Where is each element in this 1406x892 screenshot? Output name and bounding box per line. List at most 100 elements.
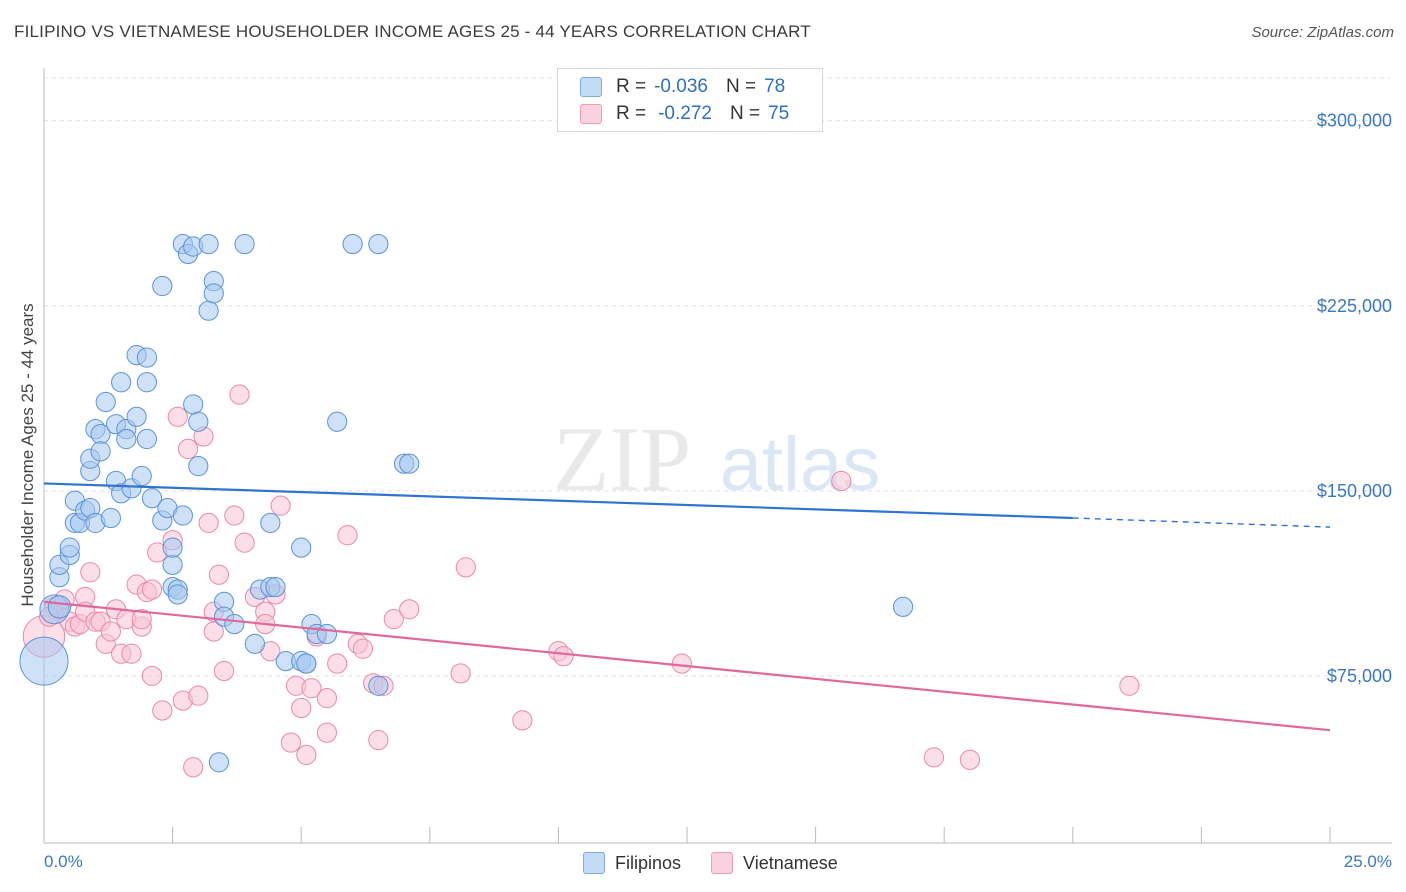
filipino-point	[47, 595, 72, 619]
filipino-point	[316, 623, 338, 645]
filipino-point	[244, 633, 266, 654]
vietnamese-point	[141, 665, 163, 687]
filipino-point	[224, 613, 245, 635]
series-legend: Filipinos Vietnamese	[583, 852, 868, 874]
filipino-point	[162, 537, 183, 558]
vietnamese-point	[198, 512, 219, 534]
series-legend-filipinos[interactable]: Filipinos	[583, 852, 681, 874]
filipino-point	[234, 233, 255, 255]
vietnamese-point	[183, 757, 204, 778]
filipino-point	[152, 275, 173, 297]
filipino-point	[198, 233, 219, 255]
filipino-point	[892, 596, 914, 617]
filipino-point	[188, 456, 209, 477]
vietnamese-point	[512, 710, 533, 731]
filipino-point	[291, 537, 312, 558]
vietnamese-point	[831, 470, 852, 492]
filipino-point	[95, 391, 116, 413]
legend-n-value-vietnamese: 75	[768, 103, 790, 124]
vietnamese-point	[327, 653, 348, 674]
vietnamese-point	[553, 646, 574, 667]
vietnamese-point	[80, 562, 101, 583]
axes	[43, 68, 1392, 844]
y-tick-label: $75,000	[1327, 666, 1392, 686]
legend-n-value-filipinos: 78	[764, 76, 786, 97]
chart-title: FILIPINO VS VIETNAMESE HOUSEHOLDER INCOM…	[14, 22, 811, 41]
filipino-point	[59, 537, 80, 558]
vietnamese-point	[455, 557, 476, 578]
source-note: Source: ZipAtlas.com	[1251, 24, 1394, 41]
vietnamese-point	[337, 525, 358, 546]
filipino-point	[172, 505, 193, 526]
vietnamese-point	[131, 609, 152, 630]
legend-r-value-filipinos: -0.036	[654, 76, 708, 97]
filipino-point	[90, 441, 111, 462]
filipino-point	[183, 394, 204, 415]
filipino-point	[136, 372, 157, 393]
vietnamese-point	[152, 700, 173, 721]
vietnamese-point	[291, 697, 312, 719]
filipino-point	[162, 554, 183, 575]
filipino-point	[208, 752, 229, 773]
vietnamese-trend-line	[43, 600, 1331, 732]
legend-r-label: R =	[616, 76, 647, 97]
filipino-point	[131, 465, 152, 487]
vietnamese-point	[959, 749, 981, 770]
y-tick-label: $150,000	[1317, 481, 1392, 501]
vietnamese-point	[141, 579, 163, 600]
vietnamese-point	[368, 729, 389, 751]
filipino-point	[368, 233, 389, 255]
filipino-point	[111, 372, 132, 393]
vietnamese-point	[923, 747, 945, 768]
vietnamese-point	[167, 406, 188, 427]
vietnamese-point	[296, 744, 317, 765]
vietnamese-point	[224, 505, 245, 526]
vietnamese-point	[352, 638, 374, 659]
legend-r-label: R =	[616, 103, 647, 124]
y-tick-label: $300,000	[1317, 111, 1392, 131]
series-name-vietnamese: Vietnamese	[743, 852, 838, 873]
grid-lines	[44, 77, 1390, 677]
vietnamese-point	[301, 678, 322, 699]
filipino-point	[368, 675, 389, 696]
series-name-filipinos: Filipinos	[615, 852, 682, 873]
vietnamese-point	[177, 438, 199, 459]
vietnamese-point	[1119, 675, 1140, 696]
vietnamese-point	[450, 663, 471, 684]
vietnamese-point	[316, 722, 338, 743]
legend-swatch-filipinos	[580, 77, 602, 97]
watermark: ZIP atlas	[553, 408, 880, 510]
watermark-zip: ZIP	[553, 408, 691, 510]
y-tick-labels: $75,000 $150,000 $225,000 $300,000	[1317, 111, 1392, 686]
filipino-point	[260, 512, 281, 534]
filipino-point	[116, 428, 137, 450]
vietnamese-point	[234, 532, 255, 553]
series-swatch-filipinos	[583, 852, 605, 874]
legend-r-value-vietnamese: -0.272	[658, 103, 712, 124]
vietnamese-point	[280, 732, 302, 753]
series-legend-vietnamese[interactable]: Vietnamese	[711, 852, 838, 874]
watermark-atlas: atlas	[720, 422, 881, 507]
filipino-point	[198, 300, 219, 321]
filipino-trend-extension	[1072, 517, 1331, 528]
filipino-point	[296, 653, 317, 674]
vietnamese-point	[213, 660, 235, 682]
series-swatch-vietnamese	[711, 852, 734, 874]
legend-row-vietnamese: R = -0.272 N = 75	[580, 102, 789, 126]
filipino-point	[327, 411, 348, 432]
filipino-point	[399, 453, 420, 474]
vietnamese-point	[229, 384, 250, 405]
legend-n-label: N =	[725, 76, 757, 97]
filipino-point	[265, 576, 286, 598]
filipino-point	[188, 411, 209, 432]
x-tick-max: 25.0%	[1343, 852, 1392, 871]
vietnamese-point	[399, 599, 420, 620]
trend-lines	[43, 482, 1331, 732]
vietnamese-point	[316, 688, 338, 709]
vietnamese-point	[100, 621, 121, 642]
legend-n-label: N =	[729, 103, 761, 124]
legend-row-filipinos: R = -0.036 N = 78	[580, 75, 785, 99]
filipino-point	[342, 233, 363, 255]
filipino-point	[136, 428, 157, 450]
